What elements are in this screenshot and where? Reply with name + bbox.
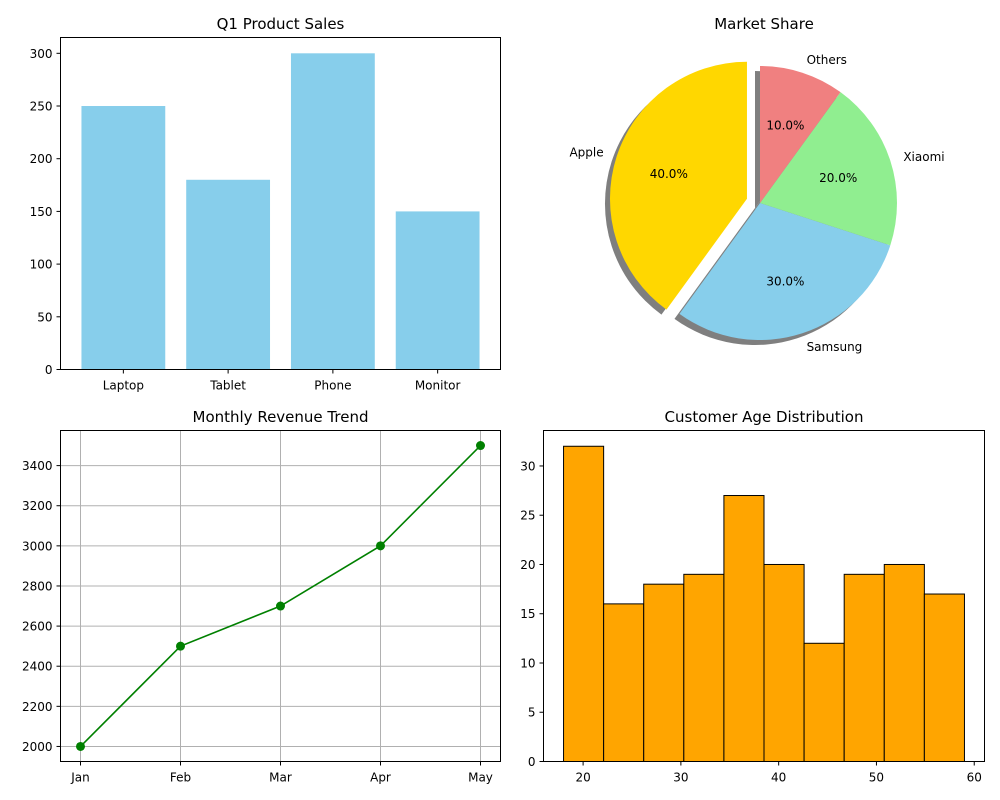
pie-label-others: Others xyxy=(807,53,847,67)
pie-slice-samsung xyxy=(679,203,891,340)
y-tick-label: 2400 xyxy=(22,660,53,674)
line-chart-revenue-trend: Monthly Revenue Trend Jan Feb Mar Apr May 200… xyxy=(22,408,501,785)
pie-chart-market-share: Market Share Apple 40.0% Samsung 30.0% Xiaom… xyxy=(569,15,944,354)
pie-slice-xiaomi xyxy=(760,92,897,246)
y-tick-label: 50 xyxy=(37,310,52,324)
histogram-bar xyxy=(803,642,845,762)
pie-slice-apple xyxy=(609,61,747,310)
pie-label-apple: Apple xyxy=(569,146,603,160)
pie-chart-title: Market Share xyxy=(714,15,814,33)
revenue-point-apr xyxy=(376,541,385,551)
y-tick-label: 200 xyxy=(30,152,53,166)
histogram-bar xyxy=(603,603,645,763)
y-tick-label: 2200 xyxy=(22,700,53,714)
y-tick-label: 0 xyxy=(528,755,536,769)
y-tick-label: 2000 xyxy=(22,740,53,754)
x-tick-label: May xyxy=(468,771,493,785)
x-tick-label: 20 xyxy=(575,771,590,785)
x-tick-label: 50 xyxy=(869,771,884,785)
line-chart-title: Monthly Revenue Trend xyxy=(193,408,369,426)
revenue-point-feb xyxy=(176,641,185,651)
y-tick-label: 20 xyxy=(520,558,535,572)
x-tick-label: Apr xyxy=(370,771,391,785)
y-tick-label: 5 xyxy=(528,706,536,720)
bar-chart-title: Q1 Product Sales xyxy=(217,15,345,33)
bar-chart-product-sales: Q1 Product Sales Laptop Tablet Phone Monito… xyxy=(30,15,501,393)
y-tick-label: 10 xyxy=(520,656,535,670)
y-tick-label: 0 xyxy=(45,363,53,377)
revenue-point-mar xyxy=(276,601,285,611)
y-tick-label: 3200 xyxy=(22,499,53,513)
bar-monitor xyxy=(395,211,480,370)
pie-label-xiaomi: Xiaomi xyxy=(903,150,944,164)
histogram-customer-age: Customer Age Distribution 20 30 40 50 60 0 5 10… xyxy=(520,408,985,785)
histogram-bar xyxy=(643,583,685,763)
histogram-bar xyxy=(763,563,805,762)
bar-laptop xyxy=(81,106,166,370)
histogram-frame xyxy=(543,430,985,762)
histogram-bar xyxy=(683,573,725,763)
histogram-bar xyxy=(843,573,885,763)
histogram-bar xyxy=(923,593,965,763)
y-tick-label: 2600 xyxy=(22,620,53,634)
pie-pct-label-xiaomi: 20.0% xyxy=(819,171,857,185)
x-tick-label: 60 xyxy=(967,771,982,785)
histogram-bar xyxy=(563,445,605,762)
y-tick-label: 3000 xyxy=(22,539,53,553)
x-tick-label: Phone xyxy=(314,379,351,393)
pie-slice-others xyxy=(760,66,841,203)
y-tick-label: 100 xyxy=(30,258,53,272)
x-tick-label: Monitor xyxy=(415,379,461,393)
y-tick-label: 15 xyxy=(520,607,535,621)
y-tick-label: 150 xyxy=(30,205,53,219)
x-tick-label: 40 xyxy=(771,771,786,785)
x-tick-label: Tablet xyxy=(209,379,246,393)
bar-phone xyxy=(290,53,375,370)
bar-chart-frame xyxy=(60,37,501,370)
pie-pct-label-samsung: 30.0% xyxy=(766,275,804,289)
pie-pct-label-others: 10.0% xyxy=(766,118,804,132)
histogram-bar xyxy=(723,495,765,762)
histogram-bar xyxy=(883,563,925,762)
y-tick-label: 2800 xyxy=(22,579,53,593)
x-tick-label: Mar xyxy=(269,771,292,785)
pie-pct-label-apple: 40.0% xyxy=(650,167,688,181)
pie-label-samsung: Samsung xyxy=(807,340,863,354)
y-tick-label: 250 xyxy=(30,100,53,114)
y-tick-label: 300 xyxy=(30,47,53,61)
x-tick-label: 30 xyxy=(673,771,688,785)
histogram-title: Customer Age Distribution xyxy=(665,408,864,426)
y-tick-label: 3400 xyxy=(22,459,53,473)
revenue-point-may xyxy=(476,441,485,451)
x-tick-label: Feb xyxy=(170,771,191,785)
x-tick-label: Jan xyxy=(70,771,90,785)
x-tick-label: Laptop xyxy=(103,379,144,393)
bar-tablet xyxy=(186,179,271,370)
y-tick-label: 30 xyxy=(520,459,535,473)
y-tick-label: 25 xyxy=(520,509,535,523)
revenue-point-jan xyxy=(76,741,85,751)
